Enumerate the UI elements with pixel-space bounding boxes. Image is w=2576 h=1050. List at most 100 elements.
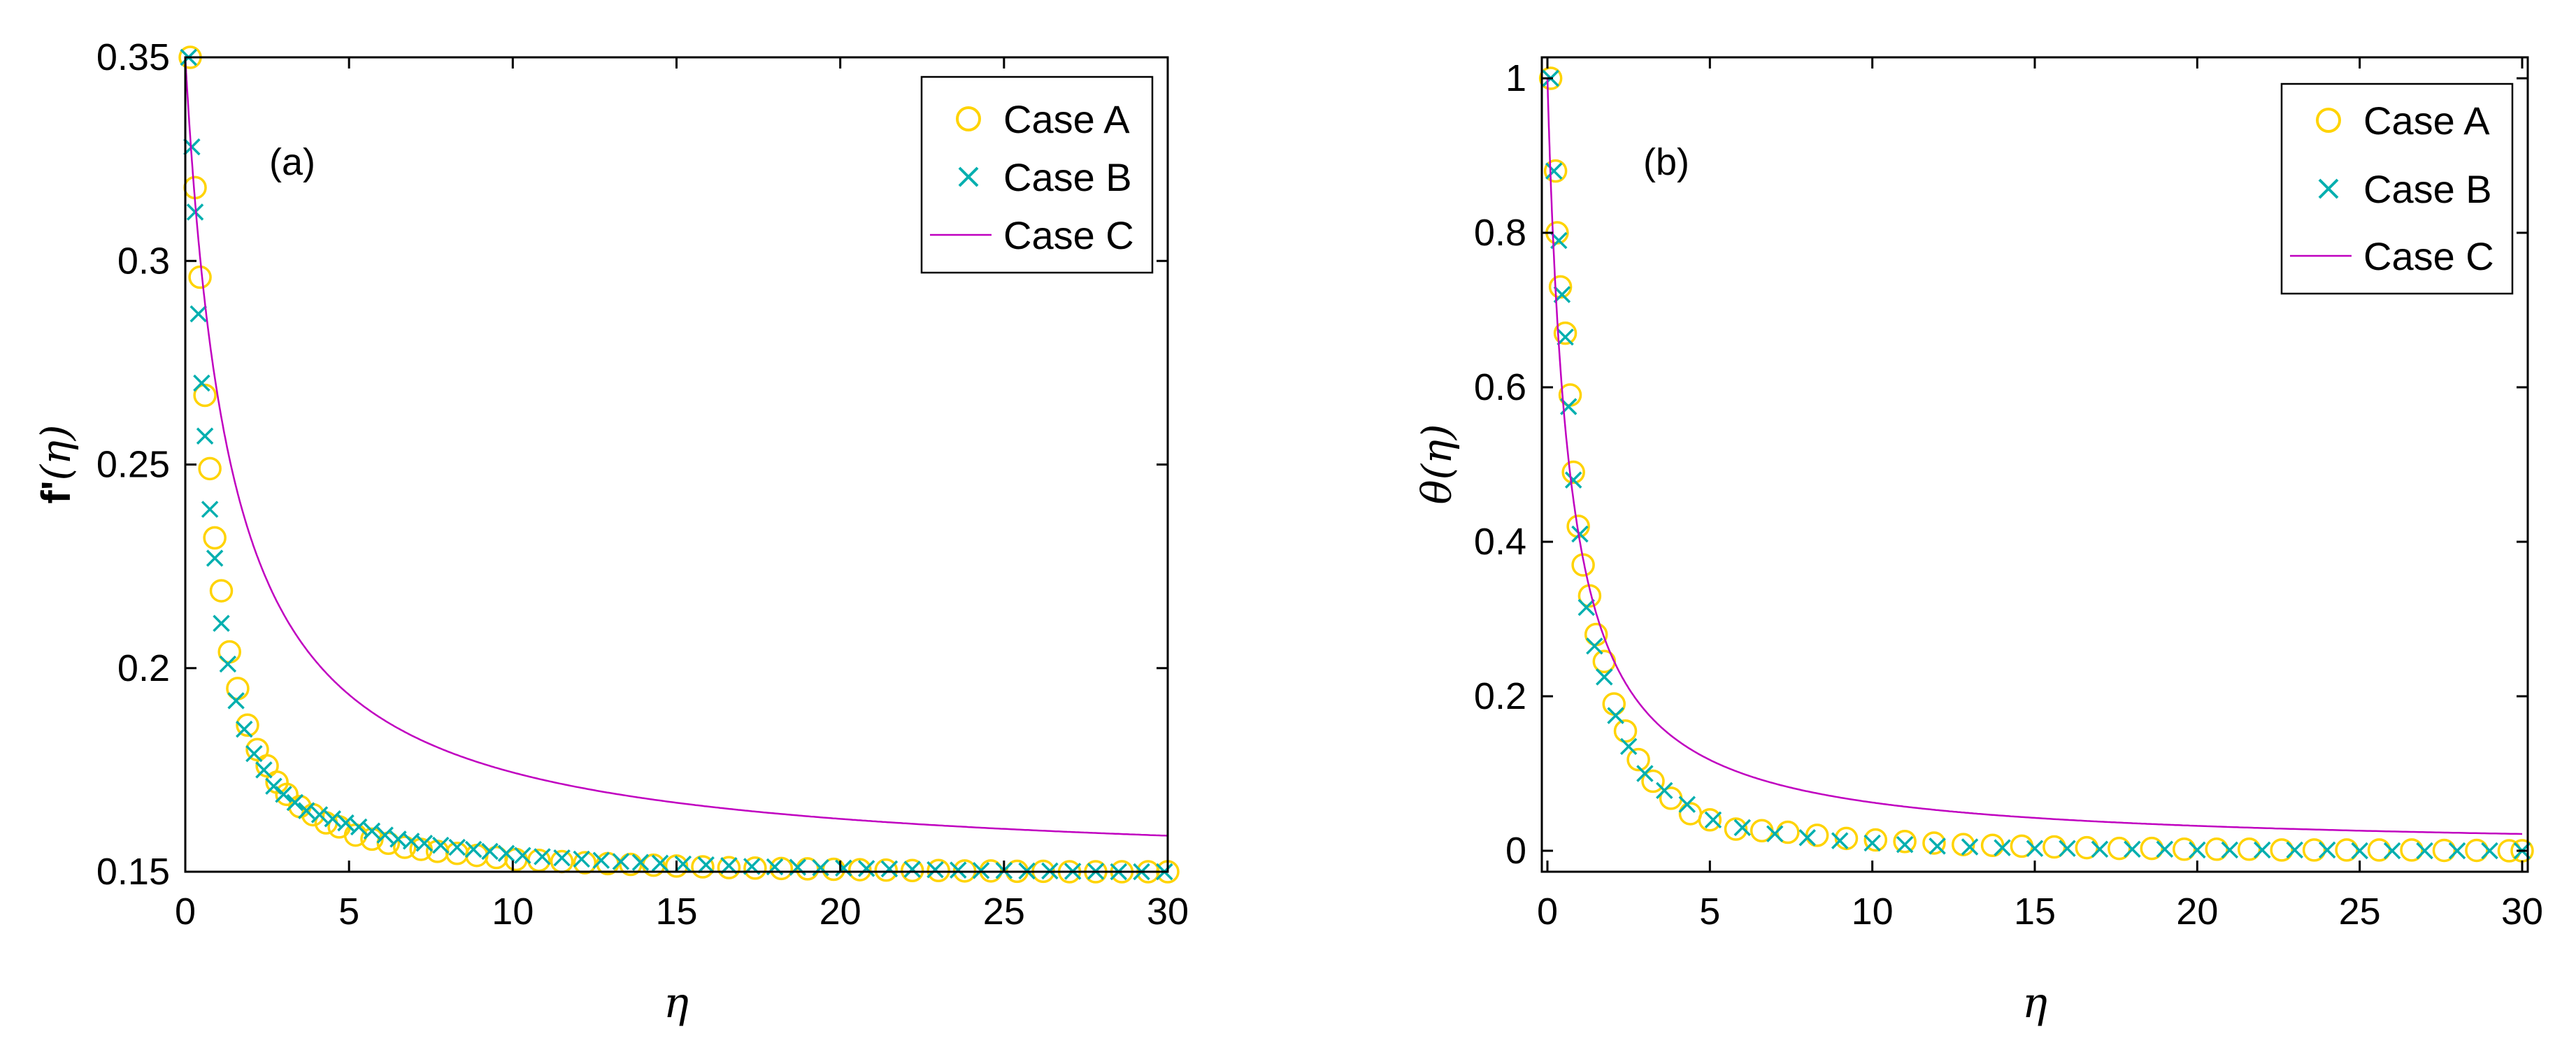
panel-b-case-a-point — [1863, 828, 1888, 852]
panel-a-case-b-point — [631, 854, 650, 871]
panel-b-case-b-point — [1656, 782, 1673, 800]
panel-a-series-case-c-line — [184, 57, 1168, 837]
panel-b-case-b-point — [1564, 471, 1582, 489]
panel-b-case-a-point — [1893, 829, 1917, 854]
legend-label-case-c: Case C — [1003, 213, 1134, 257]
panel-a-case-b-point — [674, 855, 692, 873]
panel-a-legend-case-a: Case A — [956, 97, 1130, 141]
panel-b-case-a-point — [2432, 838, 2456, 863]
panel-b-case-b-point — [2481, 842, 2498, 860]
panel-a-case-a-point — [393, 835, 417, 859]
panel-b-case-a-point — [2108, 836, 2131, 861]
panel-a-case-b-point — [950, 861, 967, 879]
panel-b-y-axis-variable: (η) — [1413, 424, 1461, 480]
legend-label-case-b: Case B — [1003, 155, 1132, 199]
panel-b-case-a-point — [1626, 747, 1650, 772]
panel-b-case-b-point — [1557, 328, 1574, 346]
panel-b-case-b-point — [2221, 841, 2239, 859]
panel-b-y-axis-prefix: θ — [1413, 480, 1461, 505]
panel-a-case-a-point — [573, 851, 597, 875]
panel-b-legend: Case A Case B Case C — [2280, 82, 2514, 295]
panel-a-case-b-point — [189, 305, 207, 323]
panel-b-case-a-point — [2205, 837, 2228, 861]
panel-a-case-b-point — [926, 861, 944, 879]
panel-a-case-b-point — [324, 810, 341, 828]
panel-a-case-a-point — [664, 854, 689, 878]
panel-a-case-b-point — [432, 836, 450, 854]
panel-b-case-a-point — [1698, 808, 1722, 832]
panel-b-case-b-point — [2351, 842, 2368, 860]
panel-a-case-b-point — [514, 847, 531, 864]
panel-a-label: (a) — [269, 141, 315, 183]
panel-b-plot-layer — [1538, 66, 2534, 863]
panel-a-case-b-point — [972, 862, 990, 879]
panel-b-legend-case-c: Case C — [2290, 234, 2494, 278]
panel-a-y-axis-prefix: f' — [34, 480, 79, 503]
panel-a-case-b-point — [310, 806, 329, 824]
panel-b-ticks: 0 5 10 15 20 25 30 0 0.2 0.4 0.6 0.8 1 — [1474, 57, 2543, 933]
panel-a-case-a-point — [236, 713, 259, 738]
panel-b-y-tick-label: 0 — [1505, 830, 1526, 872]
panel-b-case-b-point — [1577, 598, 1595, 617]
panel-a-case-b-point — [481, 842, 499, 861]
panel-b-case-b-point — [2318, 841, 2336, 859]
panel-b-case-b-point — [2156, 840, 2174, 858]
panel-b-case-b-point — [1607, 707, 1624, 724]
panel-a-case-b-point — [592, 851, 610, 869]
panel-a-case-b-point — [193, 374, 210, 392]
panel-b-case-b-point — [2416, 842, 2433, 860]
panel-a-case-a-point — [188, 265, 212, 289]
panel-b-case-a-point — [1561, 460, 1585, 484]
panel-a-y-tick-label: 0.2 — [117, 647, 170, 689]
panel-a-case-b-point — [612, 853, 630, 870]
panel-a-case-b-point — [337, 814, 355, 832]
panel-b-legend-box — [2280, 82, 2514, 295]
panel-a-case-a-point — [874, 858, 898, 882]
legend-label-case-a: Case A — [1003, 97, 1130, 141]
panel-a-case-b-point — [534, 848, 551, 865]
panel-b-legend-case-b: Case B — [2318, 167, 2492, 211]
panel-a-case-a-point — [900, 858, 924, 883]
panel-b-case-b-point — [1961, 838, 1979, 856]
panel-b-y-tick-label: 1 — [1505, 57, 1526, 99]
panel-b-x-tick-label: 25 — [2339, 891, 2381, 933]
panel-b-legend-case-a: Case A — [2316, 99, 2490, 143]
panel-b-case-b-point — [1994, 839, 2011, 856]
panel-b-case-b-point — [1766, 825, 1784, 842]
panel-b-y-tick-label: 0.8 — [1474, 212, 1526, 254]
panel-a-case-a-point — [209, 579, 234, 603]
panel-a-x-tick-label: 0 — [175, 891, 196, 933]
panel-a-case-a-point — [275, 782, 299, 807]
panel-b-case-b-point — [2383, 842, 2401, 860]
panel-a-case-b-point — [298, 802, 315, 819]
panel-a-case-b-point — [697, 856, 715, 874]
panel-a-x-tick-label: 25 — [983, 891, 1025, 933]
panel-a-case-a-point — [743, 856, 767, 880]
panel-a-case-b-point — [363, 822, 381, 840]
panel-b-case-b-point — [1704, 811, 1722, 829]
panel-a-case-b-point — [236, 720, 253, 738]
panel-b-case-b-point — [1596, 668, 1613, 686]
panel-a-x-tick-label: 20 — [820, 891, 861, 933]
panel-b-y-tick-label: 0.4 — [1474, 521, 1526, 563]
panel-a-x-tick-label: 5 — [338, 891, 359, 933]
panel-a-legend-case-b: Case B — [958, 155, 1132, 199]
panel-a-case-b-point — [201, 501, 219, 518]
panel-b-case-a-point — [2237, 837, 2261, 861]
panel-a-case-b-point — [812, 858, 829, 877]
panel-b-case-b-point — [1896, 835, 1914, 854]
panel-b-x-tick-label: 30 — [2501, 891, 2543, 933]
panel-b-case-b-point — [1586, 637, 1603, 655]
panel-a-case-b-point — [464, 840, 482, 858]
panel-a-case-b-point — [183, 138, 201, 156]
panel-b-case-b-point — [1636, 765, 1654, 782]
panel-a-case-a-point — [926, 858, 950, 883]
panel-b-x-tick-label: 0 — [1537, 891, 1558, 933]
panel-b-case-a-point — [1538, 66, 1563, 90]
legend-label-case-b: Case B — [2363, 167, 2492, 211]
panel-b-x-tick-label: 5 — [1699, 891, 1720, 933]
panel-a-x-axis-label: η — [664, 979, 689, 1028]
panel-a-case-b-point — [448, 838, 466, 856]
chart-panel-a: 0 5 10 15 20 25 30 0.15 0.2 0.25 0.3 0.35 (a) η f'(… — [32, 36, 1189, 1028]
